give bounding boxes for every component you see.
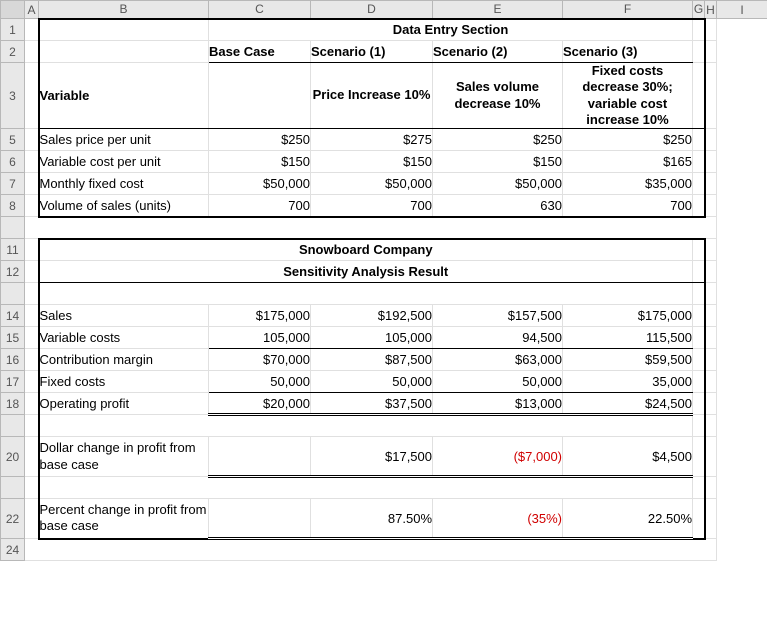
col-hdr[interactable]: G — [693, 1, 705, 19]
val[interactable]: $150 — [311, 151, 433, 173]
val[interactable]: 50,000 — [311, 371, 433, 393]
val[interactable]: $157,500 — [433, 305, 563, 327]
val[interactable]: 115,500 — [563, 327, 693, 349]
row-hdr[interactable]: 17 — [1, 371, 25, 393]
lbl-op: Operating profit — [39, 393, 209, 415]
val[interactable]: $150 — [433, 151, 563, 173]
lbl-spu: Sales price per unit — [39, 129, 209, 151]
col-hdr[interactable]: F — [563, 1, 693, 19]
scen2-desc: Sales volume decrease 10% — [433, 63, 563, 129]
val[interactable]: $250 — [433, 129, 563, 151]
val[interactable]: $275 — [311, 129, 433, 151]
val[interactable]: 50,000 — [209, 371, 311, 393]
lbl-vcu: Variable cost per unit — [39, 151, 209, 173]
row-hdr[interactable]: 11 — [1, 239, 25, 261]
row-hdr[interactable]: 7 — [1, 173, 25, 195]
row-hdr[interactable]: 20 — [1, 437, 25, 477]
val-negative[interactable]: (35%) — [433, 499, 563, 539]
val[interactable]: $150 — [209, 151, 311, 173]
lbl-fc: Fixed costs — [39, 371, 209, 393]
col-hdr[interactable]: H — [705, 1, 717, 19]
row-hdr[interactable]: 6 — [1, 151, 25, 173]
lbl-dchg: Dollar change in profit from base case — [39, 437, 209, 477]
val[interactable]: 22.50% — [563, 499, 693, 539]
val[interactable]: $13,000 — [433, 393, 563, 415]
val[interactable]: $50,000 — [433, 173, 563, 195]
val[interactable]: $4,500 — [563, 437, 693, 477]
col-hdr[interactable]: E — [433, 1, 563, 19]
row-hdr[interactable]: 15 — [1, 327, 25, 349]
val[interactable]: $175,000 — [563, 305, 693, 327]
lbl-pchg: Percent change in profit from base case — [39, 499, 209, 539]
var-label: Variable — [39, 63, 209, 129]
hdr-base: Base Case — [209, 41, 311, 63]
val[interactable]: $175,000 — [209, 305, 311, 327]
row-hdr[interactable]: 22 — [1, 499, 25, 539]
val[interactable]: $63,000 — [433, 349, 563, 371]
row-hdr[interactable]: 12 — [1, 261, 25, 283]
row-hdr[interactable]: 8 — [1, 195, 25, 217]
lbl-cm: Contribution margin — [39, 349, 209, 371]
row-hdr[interactable]: 18 — [1, 393, 25, 415]
val[interactable]: $250 — [209, 129, 311, 151]
val[interactable]: 630 — [433, 195, 563, 217]
spreadsheet-grid: A B C D E F G H I 1 Data Entry Section 2… — [0, 0, 767, 561]
col-hdr[interactable]: B — [39, 1, 209, 19]
val[interactable]: $20,000 — [209, 393, 311, 415]
col-hdr[interactable]: A — [25, 1, 39, 19]
val[interactable]: 105,000 — [311, 327, 433, 349]
val[interactable]: $70,000 — [209, 349, 311, 371]
lbl-vc: Variable costs — [39, 327, 209, 349]
row-hdr[interactable]: 14 — [1, 305, 25, 327]
row-hdr[interactable]: 3 — [1, 63, 25, 129]
hdr-s3: Scenario (3) — [563, 41, 693, 63]
val[interactable]: $50,000 — [311, 173, 433, 195]
val[interactable]: 105,000 — [209, 327, 311, 349]
val[interactable]: $37,500 — [311, 393, 433, 415]
val[interactable]: $192,500 — [311, 305, 433, 327]
val[interactable]: $87,500 — [311, 349, 433, 371]
hdr-s1: Scenario (1) — [311, 41, 433, 63]
row-hdr[interactable]: 2 — [1, 41, 25, 63]
val[interactable]: 87.50% — [311, 499, 433, 539]
row-hdr[interactable]: 1 — [1, 19, 25, 41]
row-hdr[interactable]: 5 — [1, 129, 25, 151]
val[interactable]: $35,000 — [563, 173, 693, 195]
col-hdr[interactable]: C — [209, 1, 311, 19]
lbl-vol: Volume of sales (units) — [39, 195, 209, 217]
val[interactable] — [209, 437, 311, 477]
hdr-s2: Scenario (2) — [433, 41, 563, 63]
val[interactable]: 50,000 — [433, 371, 563, 393]
col-hdr[interactable]: I — [717, 1, 767, 19]
row-hdr[interactable]: 24 — [1, 539, 25, 561]
val[interactable]: $17,500 — [311, 437, 433, 477]
section1-title: Data Entry Section — [209, 19, 693, 41]
val[interactable]: $165 — [563, 151, 693, 173]
section2-title1: Snowboard Company — [39, 239, 693, 261]
scen1-desc: Price Increase 10% — [311, 63, 433, 129]
val[interactable]: 94,500 — [433, 327, 563, 349]
section2-title2: Sensitivity Analysis Result — [39, 261, 693, 283]
val[interactable]: $59,500 — [563, 349, 693, 371]
val[interactable]: 35,000 — [563, 371, 693, 393]
val[interactable]: $24,500 — [563, 393, 693, 415]
val-negative[interactable]: ($7,000) — [433, 437, 563, 477]
column-header-row: A B C D E F G H I — [1, 1, 767, 19]
row-hdr[interactable]: 16 — [1, 349, 25, 371]
val[interactable]: $50,000 — [209, 173, 311, 195]
val[interactable]: 700 — [563, 195, 693, 217]
scen3-desc: Fixed costs decrease 30%; variable cost … — [563, 63, 693, 129]
val[interactable]: $250 — [563, 129, 693, 151]
col-hdr[interactable]: D — [311, 1, 433, 19]
lbl-sales: Sales — [39, 305, 209, 327]
val[interactable]: 700 — [209, 195, 311, 217]
val[interactable] — [209, 499, 311, 539]
lbl-mfc: Monthly fixed cost — [39, 173, 209, 195]
val[interactable]: 700 — [311, 195, 433, 217]
